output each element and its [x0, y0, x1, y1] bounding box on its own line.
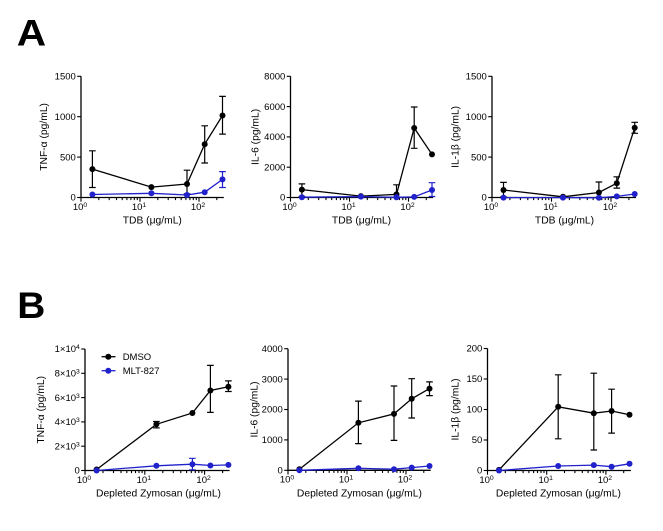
- svg-text:100: 100: [466, 405, 482, 416]
- svg-text:TDB (μg/mL): TDB (μg/mL): [332, 216, 391, 227]
- svg-text:0: 0: [71, 193, 76, 204]
- svg-text:102: 102: [598, 475, 613, 486]
- svg-text:500: 500: [60, 152, 76, 163]
- svg-text:TNF-α (pg/mL): TNF-α (pg/mL): [36, 376, 47, 444]
- svg-text:1500: 1500: [466, 72, 487, 83]
- svg-text:101: 101: [339, 475, 354, 486]
- svg-text:100: 100: [77, 475, 92, 486]
- svg-text:100: 100: [73, 202, 88, 213]
- svg-text:1000: 1000: [262, 435, 283, 446]
- svg-text:8×103: 8×103: [55, 369, 80, 380]
- svg-text:0: 0: [477, 466, 482, 477]
- svg-text:2000: 2000: [262, 405, 283, 416]
- svg-text:1×104: 1×104: [55, 344, 80, 355]
- svg-text:100: 100: [484, 202, 499, 213]
- svg-text:4×103: 4×103: [55, 417, 80, 428]
- svg-text:50: 50: [472, 435, 483, 446]
- svg-text:4000: 4000: [262, 344, 283, 355]
- svg-text:MLT-827: MLT-827: [123, 366, 160, 377]
- svg-text:200: 200: [466, 344, 482, 355]
- svg-text:Depleted Zymosan (μg/mL): Depleted Zymosan (μg/mL): [297, 489, 422, 500]
- svg-text:TDB (μg/mL): TDB (μg/mL): [535, 216, 594, 227]
- svg-text:6000: 6000: [264, 102, 285, 113]
- svg-text:TNF-α (pg/mL): TNF-α (pg/mL): [39, 103, 50, 171]
- svg-text:2000: 2000: [264, 162, 285, 173]
- svg-text:102: 102: [398, 475, 413, 486]
- svg-text:150: 150: [466, 374, 482, 385]
- svg-text:102: 102: [400, 202, 415, 213]
- svg-text:0: 0: [280, 193, 285, 204]
- svg-text:8000: 8000: [264, 72, 285, 83]
- svg-text:500: 500: [471, 152, 487, 163]
- svg-text:0: 0: [482, 193, 487, 204]
- svg-text:101: 101: [132, 202, 147, 213]
- svg-text:IL-1β (pg/mL): IL-1β (pg/mL): [451, 106, 462, 168]
- svg-text:100: 100: [280, 475, 295, 486]
- svg-text:1500: 1500: [55, 72, 76, 83]
- svg-text:2×103: 2×103: [55, 441, 80, 452]
- svg-text:Depleted Zymosan (μg/mL): Depleted Zymosan (μg/mL): [96, 489, 221, 500]
- svg-text:101: 101: [539, 475, 554, 486]
- svg-text:101: 101: [543, 202, 558, 213]
- svg-text:IL-6 (pg/mL): IL-6 (pg/mL): [249, 381, 260, 437]
- svg-text:B: B: [17, 286, 45, 327]
- svg-text:101: 101: [137, 475, 152, 486]
- svg-text:102: 102: [196, 475, 211, 486]
- svg-text:4000: 4000: [264, 132, 285, 143]
- svg-text:3000: 3000: [262, 374, 283, 385]
- svg-text:1000: 1000: [466, 112, 487, 123]
- svg-text:IL-6 (pg/mL): IL-6 (pg/mL): [251, 109, 262, 165]
- svg-text:100: 100: [479, 475, 494, 486]
- svg-text:0: 0: [75, 466, 80, 477]
- svg-text:101: 101: [341, 202, 356, 213]
- svg-text:102: 102: [603, 202, 618, 213]
- svg-text:102: 102: [191, 202, 206, 213]
- svg-text:6×103: 6×103: [55, 393, 80, 404]
- svg-text:IL-1β (pg/mL): IL-1β (pg/mL): [450, 378, 461, 440]
- svg-text:Depleted Zymosan (μg/mL): Depleted Zymosan (μg/mL): [496, 489, 621, 500]
- svg-text:A: A: [17, 13, 46, 54]
- svg-text:1000: 1000: [55, 112, 76, 123]
- svg-text:DMSO: DMSO: [123, 352, 152, 363]
- svg-text:TDB (μg/mL): TDB (μg/mL): [123, 216, 182, 227]
- svg-text:0: 0: [278, 466, 283, 477]
- svg-text:100: 100: [282, 202, 297, 213]
